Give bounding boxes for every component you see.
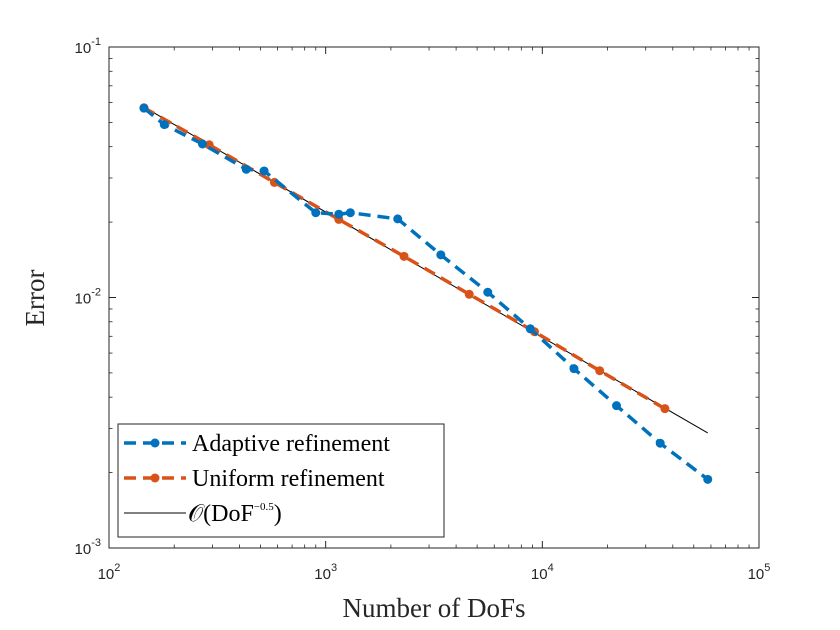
data-point-uniform	[399, 251, 409, 261]
data-point-adaptive	[334, 209, 344, 219]
data-point-adaptive	[655, 438, 665, 448]
data-point-adaptive	[139, 103, 149, 113]
data-point-uniform	[595, 366, 605, 376]
data-point-uniform	[660, 404, 670, 414]
x-axis-label: Number of DoFs	[343, 593, 526, 623]
data-point-adaptive	[483, 287, 493, 297]
legend-marker-adaptive	[150, 438, 160, 448]
legend-label-reference-main: 𝒪(DoF	[188, 501, 254, 527]
y-tick-exponent: -3	[91, 537, 101, 549]
x-tick-label: 104	[531, 562, 554, 583]
data-point-adaptive	[345, 208, 355, 218]
data-point-adaptive	[525, 324, 535, 334]
x-tick-label: 105	[748, 562, 771, 583]
data-point-uniform	[464, 289, 474, 299]
data-point-adaptive	[569, 364, 579, 374]
x-tick-base: 10	[531, 566, 548, 583]
legend-entry-adaptive: Adaptive refinement	[124, 431, 390, 457]
legend-label-adaptive: Adaptive refinement	[192, 431, 390, 457]
x-tick-label: 103	[314, 562, 337, 583]
legend-label-reference: 𝒪(DoF−0.5)	[188, 501, 282, 527]
y-tick-exponent: -2	[91, 287, 101, 299]
minor-ticks	[109, 47, 759, 548]
series-layer	[139, 103, 713, 484]
legend-label-uniform: Uniform refinement	[192, 466, 385, 492]
x-tick-exponent: 4	[548, 562, 554, 574]
data-point-adaptive	[393, 214, 403, 224]
series-line-uniform	[143, 106, 666, 411]
data-point-adaptive	[612, 401, 622, 411]
x-tick-label: 102	[98, 562, 121, 583]
y-tick-base: 10	[75, 541, 92, 558]
data-point-adaptive	[259, 166, 269, 176]
x-tick-exponent: 5	[764, 562, 770, 574]
x-tick-base: 10	[314, 566, 331, 583]
data-point-adaptive	[436, 250, 446, 260]
legend-label-reference-exp: −0.5	[254, 501, 274, 513]
legend-label-reference-suffix: )	[274, 501, 282, 527]
data-point-adaptive	[197, 139, 207, 149]
data-point-uniform	[204, 140, 214, 150]
major-ticks	[108, 46, 760, 549]
y-axis-label: Error	[20, 270, 50, 327]
legend-marker-uniform	[150, 473, 160, 483]
legend-entry-uniform: Uniform refinement	[124, 466, 385, 492]
legend-entry-reference: 𝒪(DoF−0.5)	[124, 501, 282, 527]
y-tick-base: 10	[75, 291, 92, 308]
x-tick-exponent: 2	[114, 562, 120, 574]
y-tick-label: 10-2	[75, 287, 101, 308]
y-tick-label: 10-3	[75, 537, 101, 558]
legend: Adaptive refinement Uniform refinement 𝒪…	[117, 423, 445, 538]
y-tick-exponent: -1	[91, 36, 101, 48]
x-tick-exponent: 3	[331, 562, 337, 574]
x-tick-base: 10	[98, 566, 115, 583]
data-point-adaptive	[159, 120, 169, 130]
data-point-adaptive	[311, 208, 321, 218]
data-point-adaptive	[241, 164, 251, 174]
y-tick-label: 10-1	[75, 36, 101, 57]
data-point-adaptive	[703, 474, 713, 484]
y-tick-base: 10	[75, 40, 92, 57]
x-tick-base: 10	[748, 566, 765, 583]
